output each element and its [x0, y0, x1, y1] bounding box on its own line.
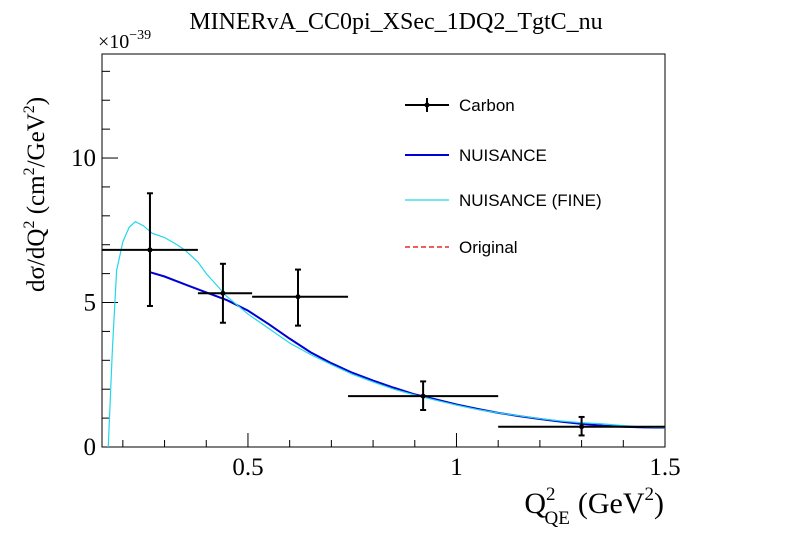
x-axis-ticks: 0.5 1 1.5 — [122, 433, 681, 481]
x-tick-label: 1.5 — [649, 454, 680, 481]
chart-title: MINERvA_CC0pi_XSec_1DQ2_TgtC_nu — [189, 9, 602, 35]
legend-label-nuisance-fine-: NUISANCE (FINE) — [459, 191, 602, 210]
y-tick-label: 5 — [84, 290, 97, 317]
series-line-nuisance-fine- — [107, 220, 666, 448]
y-exponent-label: ×10−39 — [98, 28, 151, 53]
data-point — [295, 294, 301, 300]
data-point — [579, 424, 585, 430]
x-axis-label: Q2 QE (GeV2) — [524, 484, 664, 529]
series-layer — [102, 192, 666, 448]
legend-label-carbon: Carbon — [459, 96, 515, 115]
legend: Carbon NUISANCE NUISANCE (FINE) Original — [405, 96, 602, 257]
data-point — [220, 290, 226, 296]
y-axis-label: dσ/dQ2 (cm2/GeV2) — [21, 97, 50, 292]
data-point — [420, 393, 426, 399]
legend-swatch-marker — [424, 102, 430, 108]
series-line-nuisance — [149, 271, 666, 429]
x-tick-label: 1 — [450, 454, 463, 481]
legend-label-nuisance: NUISANCE — [459, 146, 547, 165]
legend-label-original: Original — [459, 238, 518, 257]
y-tick-label: 0 — [84, 434, 97, 461]
y-axis-ticks: 0 5 10 — [71, 70, 118, 461]
x-tick-label: 0.5 — [232, 454, 263, 481]
data-point — [147, 247, 153, 253]
y-tick-label: 10 — [71, 145, 96, 172]
